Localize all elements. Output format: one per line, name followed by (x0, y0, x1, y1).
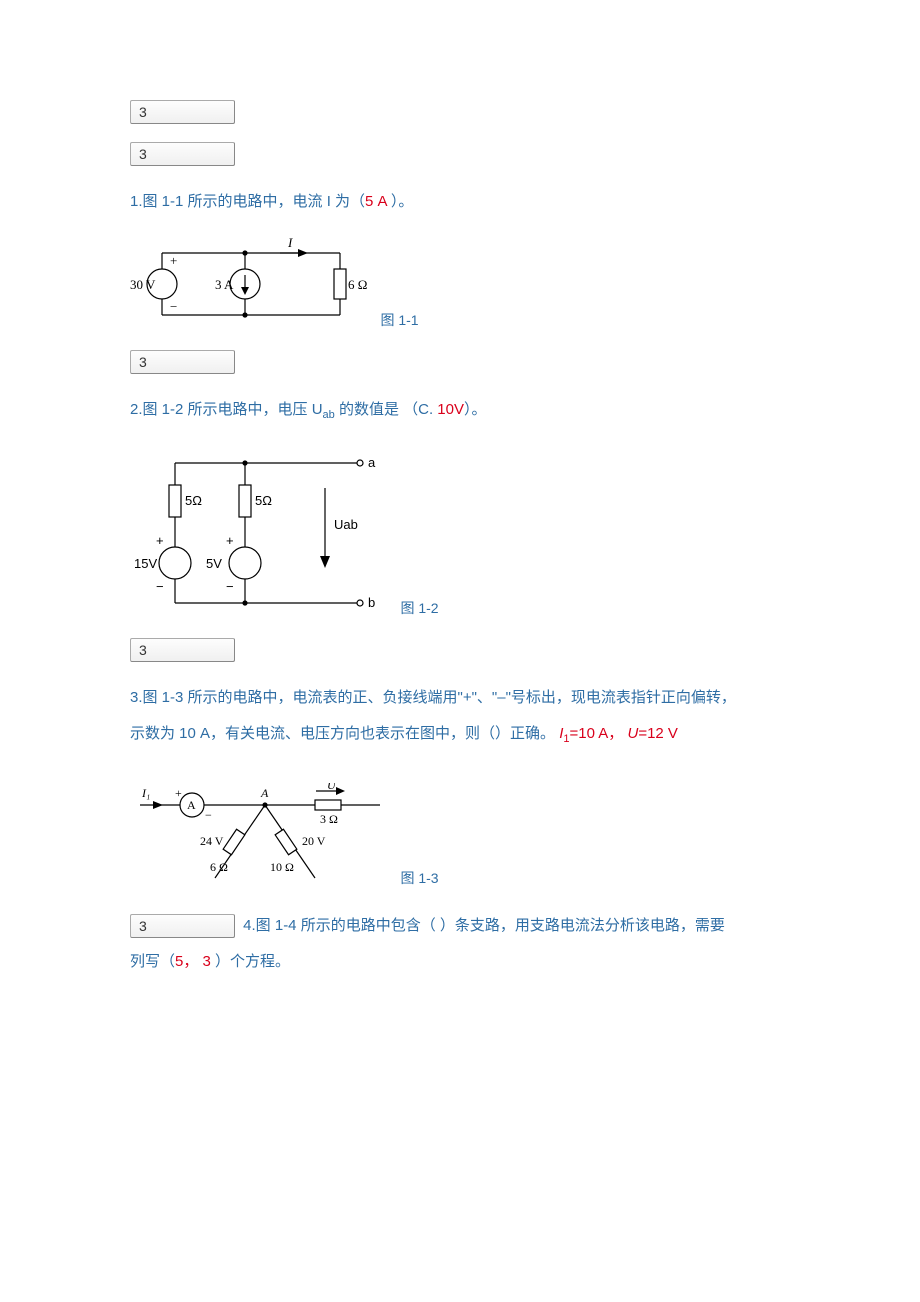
svg-text:−: − (226, 579, 234, 594)
figure-1-2: 5Ω 5Ω + − + − 15V 5V a b Uab 图 1-2 (130, 443, 790, 618)
question-1-text: 1.图 1-1 所示的电路中，电流 I 为（5 A ）。 (130, 184, 790, 220)
q3-line1: 3.图 1-3 所示的电路中，电流表的正、负接线端用"+"、"–"号标出，现电流… (130, 689, 736, 706)
svg-text:5Ω: 5Ω (255, 493, 272, 508)
question-3-text: 3.图 1-3 所示的电路中，电流表的正、负接线端用"+"、"–"号标出，现电流… (130, 680, 790, 716)
q1-prefix: 1.图 1-1 所示的电路中，电流 I 为（ (130, 193, 365, 210)
score-box: 3 (130, 142, 235, 166)
svg-text:−: − (156, 579, 164, 594)
svg-text:I₁: I₁ (141, 786, 150, 800)
q3-ans-U: U (627, 725, 638, 742)
svg-text:b: b (368, 595, 375, 610)
svg-text:15V: 15V (134, 556, 157, 571)
figure-1-1-caption: 图 1-1 (380, 310, 418, 330)
question-4-text-2: 列写（5， 3 ）个方程。 (130, 944, 790, 980)
q3-ans-U-rest: =12 V (638, 725, 678, 742)
q4-line2b: ）个方程。 (215, 953, 290, 970)
score-box: 3 (130, 100, 235, 124)
q2-suffix: ）。 (464, 401, 487, 418)
q4-line2a: 列写（ (130, 953, 175, 970)
svg-text:+: + (156, 533, 164, 548)
score-box: 3 (130, 638, 235, 662)
score-box: 3 (130, 914, 235, 938)
svg-text:I: I (287, 235, 293, 250)
svg-text:5V: 5V (206, 556, 222, 571)
q2-sub: ab (323, 409, 335, 421)
q2-prefix: 2.图 1-2 所示电路中，电压 U (130, 401, 323, 418)
svg-text:+: + (170, 253, 177, 268)
q1-answer: 5 A (365, 193, 391, 210)
figure-1-2-caption: 图 1-2 (400, 598, 438, 618)
svg-text:20 V: 20 V (302, 834, 326, 848)
q3-line2: 示数为 10 A，有关电流、电压方向也表示在图中，则（）正确。 (130, 725, 555, 742)
svg-text:+: + (175, 786, 182, 800)
svg-text:+: + (226, 533, 234, 548)
svg-text:U: U (327, 783, 337, 792)
figure-1-3-caption: 图 1-3 (400, 868, 438, 888)
svg-text:30 V: 30 V (130, 277, 156, 292)
svg-text:A: A (187, 798, 196, 812)
score-box: 3 (130, 350, 235, 374)
question-2-text: 2.图 1-2 所示电路中，电压 Uab 的数值是 （C. 10V）。 (130, 392, 790, 428)
svg-text:Uab: Uab (334, 517, 358, 532)
q2-answer: 10V (437, 401, 464, 418)
q4-answer: 5， 3 (175, 953, 215, 970)
svg-text:3 A: 3 A (215, 277, 234, 292)
svg-text:10 Ω: 10 Ω (270, 860, 294, 874)
svg-text:5Ω: 5Ω (185, 493, 202, 508)
q4-prefix: 4.图 1-4 所示的电路中包含（ ）条支路，用支路电流法分析该电路，需要 (243, 917, 725, 934)
svg-text:−: − (205, 808, 212, 822)
q3-ans-I-rest: =10 A， (570, 725, 628, 742)
figure-1-3: I₁ + − A A U 3 Ω 24 V 6 Ω 10 Ω 20 V 图 1-… (130, 783, 790, 888)
svg-text:24 V: 24 V (200, 834, 224, 848)
svg-text:A: A (260, 786, 269, 800)
q1-suffix: ）。 (391, 193, 414, 210)
q2-mid: 的数值是 （C. (335, 401, 438, 418)
figure-1-1: + − 30 V 3 A 6 Ω I 图 1-1 (130, 235, 790, 330)
question-3-text-2: 示数为 10 A，有关电流、电压方向也表示在图中，则（）正确。 I1=10 A，… (130, 716, 790, 752)
svg-text:−: − (170, 299, 177, 314)
svg-text:6 Ω: 6 Ω (348, 277, 367, 292)
svg-text:a: a (368, 455, 376, 470)
question-4-text: 3 4.图 1-4 所示的电路中包含（ ）条支路，用支路电流法分析该电路，需要 (130, 908, 790, 944)
svg-text:3 Ω: 3 Ω (320, 812, 338, 826)
svg-text:6 Ω: 6 Ω (210, 860, 228, 874)
